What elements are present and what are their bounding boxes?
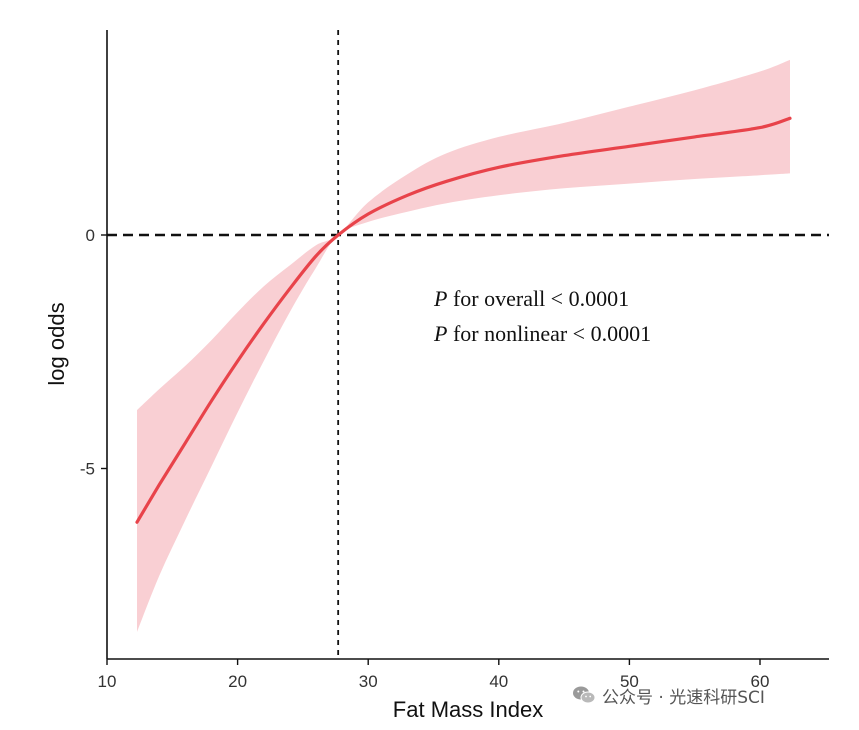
watermark-text: 公众号 · 光速科研SCI [602, 687, 765, 708]
axes [101, 30, 829, 665]
x-axis-title: Fat Mass Index [393, 697, 543, 722]
curve-line [135, 116, 792, 524]
curve-layer [135, 116, 792, 524]
x-tick-label: 50 [620, 672, 639, 691]
wechat-icon [573, 686, 596, 704]
y-axis-title: log odds [44, 302, 69, 385]
annotation-overall: P for overall < 0.0001 [433, 286, 629, 311]
x-tick-label: 40 [489, 672, 508, 691]
watermark: 公众号 · 光速科研SCI [572, 680, 765, 710]
tick-labels: 10 20 30 40 50 60 -5 0 [80, 226, 770, 691]
annotation-nonlinear-p: P [433, 321, 447, 346]
annotation-overall-p: P [433, 286, 447, 311]
x-tick-label: 60 [751, 672, 770, 691]
confidence-band [137, 59, 790, 632]
reference-lines [107, 30, 829, 659]
confidence-band-layer [137, 59, 790, 632]
annotation-nonlinear: P for nonlinear < 0.0001 [433, 321, 651, 346]
annotation-overall-text: for overall < 0.0001 [447, 286, 629, 311]
y-tick-label: 0 [86, 226, 95, 245]
x-tick-label: 30 [359, 672, 378, 691]
annotation-nonlinear-text: for nonlinear < 0.0001 [447, 321, 651, 346]
y-tick-label: -5 [80, 460, 95, 479]
x-tick-label: 20 [228, 672, 247, 691]
x-tick-label: 10 [98, 672, 117, 691]
